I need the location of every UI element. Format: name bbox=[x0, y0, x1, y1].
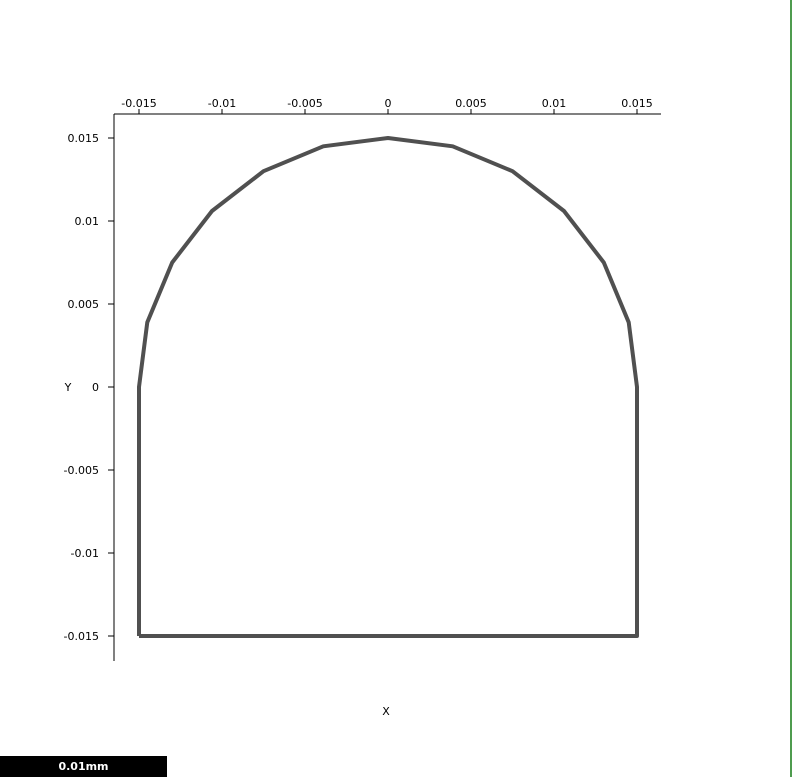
y-axis-title: Y bbox=[64, 381, 72, 394]
x-tick-label: -0.005 bbox=[287, 97, 322, 110]
y-tick-label: 0 bbox=[92, 381, 99, 394]
y-tick-label: 0.015 bbox=[68, 132, 100, 145]
x-tick-label: 0.005 bbox=[455, 97, 487, 110]
window-right-edge bbox=[790, 0, 792, 777]
scale-bar: 0.01mm bbox=[0, 756, 167, 777]
series-outline-0 bbox=[137, 136, 639, 638]
x-tick-label: 0 bbox=[385, 97, 392, 110]
x-tick-label: 0.01 bbox=[542, 97, 567, 110]
y-tick-label: 0.01 bbox=[75, 215, 100, 228]
x-axis-title: X bbox=[382, 705, 390, 718]
y-tick-label: 0.005 bbox=[68, 298, 100, 311]
x-tick-label: 0.015 bbox=[621, 97, 653, 110]
y-tick-label: -0.005 bbox=[64, 464, 99, 477]
x-tick-label: -0.01 bbox=[208, 97, 236, 110]
y-tick-label: -0.015 bbox=[64, 630, 99, 643]
x-tick-label: -0.015 bbox=[121, 97, 156, 110]
y-tick-label: -0.01 bbox=[71, 547, 99, 560]
